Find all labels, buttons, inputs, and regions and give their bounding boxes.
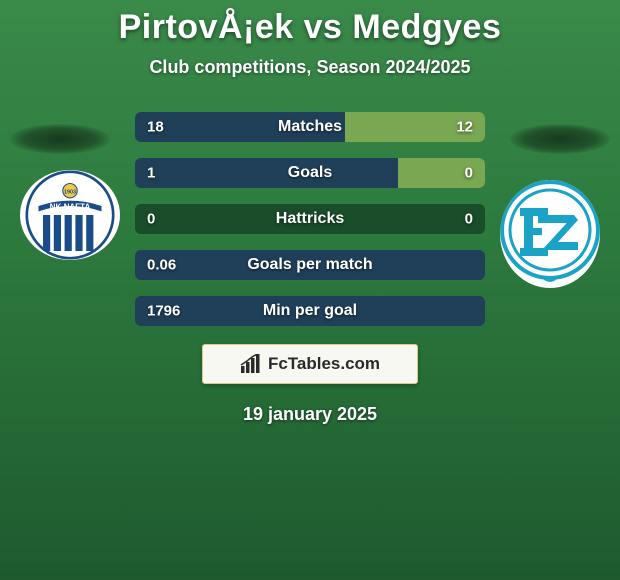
- stat-row: Hattricks 0 0: [135, 204, 485, 234]
- comparison-card: PirtovÅ¡ek vs Medgyes Club competitions,…: [0, 0, 620, 425]
- stat-right-value: 12: [456, 119, 473, 136]
- stat-right-value: 0: [465, 165, 473, 182]
- stat-row: Matches 18 12: [135, 112, 485, 142]
- stat-label: Min per goal: [263, 302, 357, 320]
- stat-right-value: 0: [465, 211, 473, 228]
- stat-left-value: 0: [147, 211, 155, 228]
- page-subtitle: Club competitions, Season 2024/2025: [0, 57, 620, 78]
- stat-bar-left: [135, 158, 398, 188]
- stat-row: Goals 1 0: [135, 158, 485, 188]
- stat-label: Matches: [278, 118, 342, 136]
- stat-label: Goals per match: [247, 256, 372, 274]
- stat-row: Min per goal 1796: [135, 296, 485, 326]
- comparison-date: 19 january 2025: [243, 404, 377, 425]
- page-title: PirtovÅ¡ek vs Medgyes: [0, 8, 620, 47]
- stat-label: Hattricks: [276, 210, 344, 228]
- bar-chart-icon: [240, 354, 262, 374]
- stat-left-value: 18: [147, 119, 164, 136]
- branding-badge[interactable]: FcTables.com: [202, 344, 418, 384]
- stat-row: Goals per match 0.06: [135, 250, 485, 280]
- stat-label: Goals: [288, 164, 332, 182]
- stats-list: Matches 18 12 Goals 1 0 Hattricks 0 0 Goals per m…: [0, 112, 620, 326]
- stat-left-value: 0.06: [147, 257, 176, 274]
- stat-left-value: 1796: [147, 303, 180, 320]
- stat-left-value: 1: [147, 165, 155, 182]
- branding-text: FcTables.com: [268, 354, 380, 374]
